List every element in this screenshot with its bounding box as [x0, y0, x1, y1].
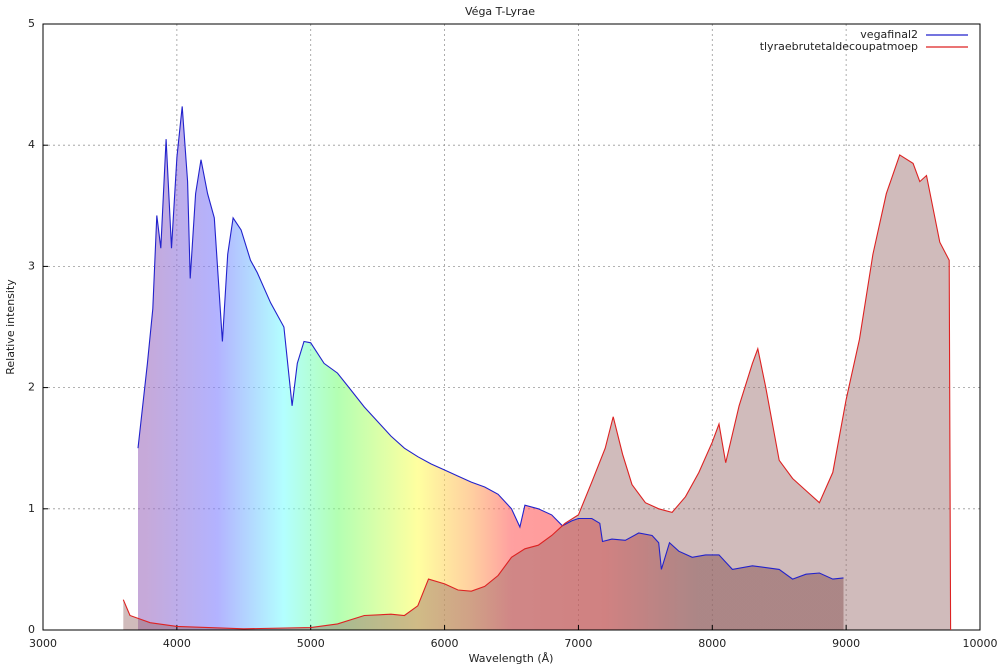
x-tick-label: 6000 [431, 637, 459, 650]
area-fill [123, 154, 951, 630]
x-tick-label: 10000 [963, 637, 998, 650]
series-line [137, 106, 844, 580]
legend-label: vegafinal2 [860, 28, 918, 41]
y-axis-label: Relative intensity [4, 279, 17, 375]
x-tick-label: 9000 [832, 637, 860, 650]
x-tick-label: 8000 [698, 637, 726, 650]
y-tick-label: 0 [28, 623, 35, 636]
chart-title: Véga T-Lyrae [465, 5, 535, 18]
x-tick-label: 5000 [297, 637, 325, 650]
y-tick-label: 4 [28, 138, 35, 151]
area-fill [138, 106, 844, 630]
series-line [122, 154, 952, 631]
y-tick-label: 2 [28, 381, 35, 394]
y-tick-label: 5 [28, 17, 35, 30]
x-axis-label: Wavelength (Å) [469, 652, 554, 665]
y-tick-label: 1 [28, 502, 35, 515]
x-tick-label: 4000 [163, 637, 191, 650]
x-tick-label: 7000 [564, 637, 592, 650]
y-tick-label: 3 [28, 259, 35, 272]
plot-frame [42, 23, 981, 631]
legend-label: tlyraebrutetaldecoupatmoep [760, 40, 918, 53]
x-tick-label: 3000 [29, 637, 57, 650]
